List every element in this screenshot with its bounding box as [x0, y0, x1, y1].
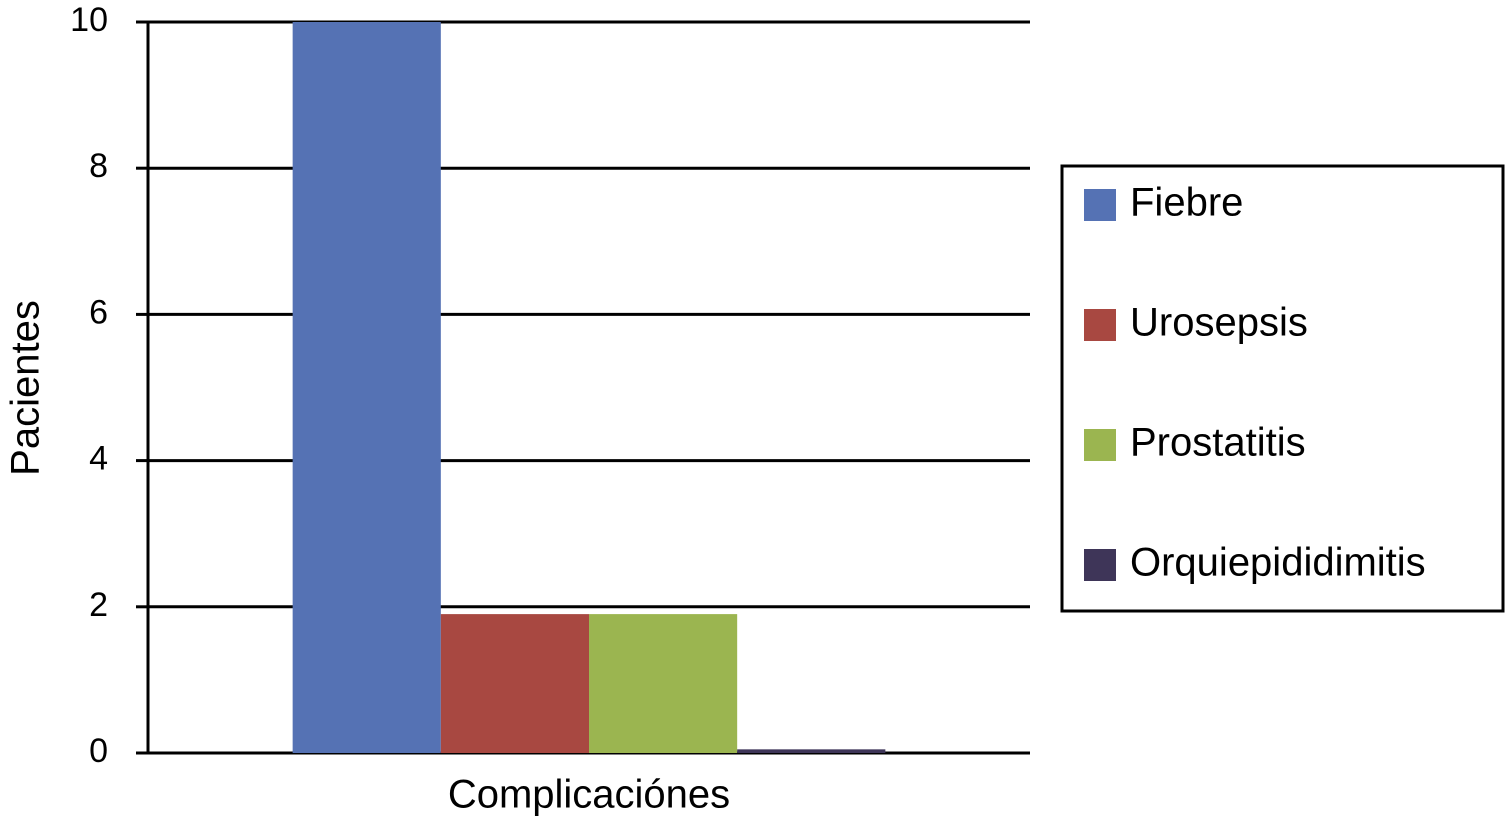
- legend-box: [1060, 164, 1505, 613]
- bar: [737, 749, 886, 753]
- bar: [292, 22, 441, 753]
- y-tick-label: 2: [89, 586, 108, 624]
- legend-swatch: [1084, 549, 1116, 581]
- legend-label: Prostatitis: [1130, 421, 1306, 465]
- legend-swatch: [1084, 429, 1116, 461]
- y-tick-label: 8: [89, 147, 108, 185]
- y-tick-label: 4: [89, 440, 108, 478]
- x-tick-label: Complicaciónes: [448, 773, 730, 817]
- legend-label: Orquiepididimitis: [1130, 541, 1426, 585]
- bar: [440, 614, 589, 753]
- y-tick-label: 10: [70, 1, 108, 39]
- legend-label: Urosepsis: [1130, 301, 1308, 345]
- bar: [589, 614, 738, 753]
- legend-swatch: [1084, 309, 1116, 341]
- y-tick-label: 6: [89, 293, 108, 331]
- legend-label: Fiebre: [1130, 181, 1243, 225]
- y-tick-label: 0: [89, 732, 108, 770]
- y-axis-label: Pacientes: [4, 300, 48, 476]
- legend-swatch: [1084, 189, 1116, 221]
